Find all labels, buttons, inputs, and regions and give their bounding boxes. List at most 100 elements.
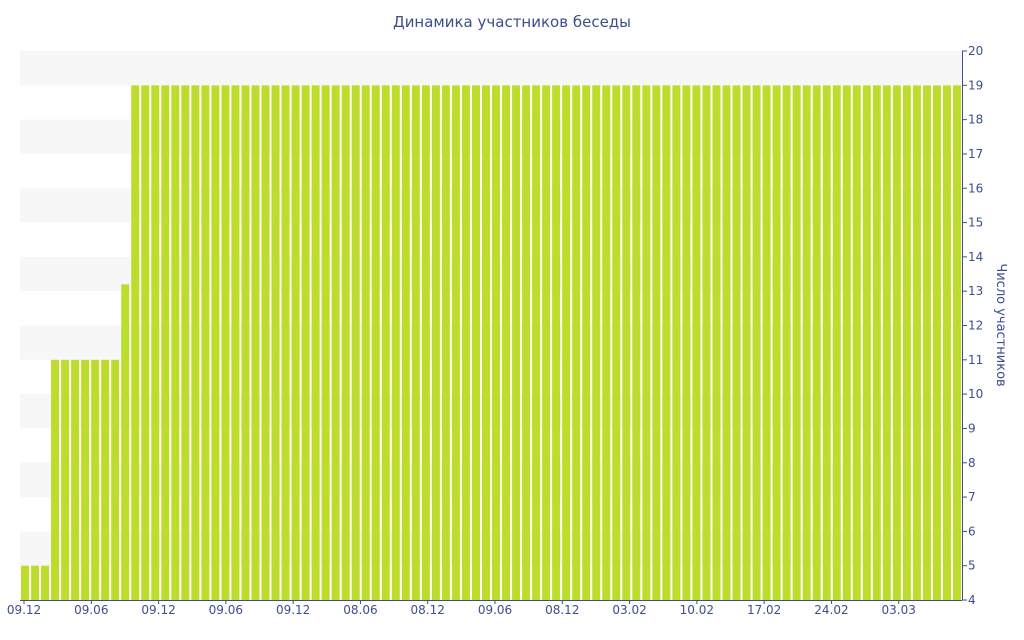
bar: [802, 85, 811, 600]
bar: [502, 85, 511, 600]
bar: [572, 85, 581, 600]
bar: [31, 565, 40, 600]
y-tick-label: 5: [968, 559, 976, 573]
bar: [852, 85, 861, 600]
y-tick-label: 20: [968, 44, 983, 58]
bar: [291, 85, 300, 600]
y-tick-label: 17: [968, 147, 983, 161]
bar: [652, 85, 661, 600]
bar: [301, 85, 310, 600]
x-tick-label: 17.02: [747, 603, 781, 617]
bar: [582, 85, 591, 600]
bar: [281, 85, 290, 600]
bar: [602, 85, 611, 600]
bar: [81, 359, 90, 600]
y-tick-label: 15: [968, 216, 983, 230]
x-tick-label: 09.06: [209, 603, 243, 617]
x-tick-label: 08.06: [343, 603, 377, 617]
bar: [71, 359, 80, 600]
bar: [612, 85, 621, 600]
bar: [101, 359, 110, 600]
bar: [461, 85, 470, 600]
bar: [61, 359, 70, 600]
bar: [471, 85, 480, 600]
bar: [522, 85, 531, 600]
grid-band: [20, 51, 962, 86]
y-tick-label: 18: [968, 113, 983, 127]
y-tick-label: 13: [968, 284, 983, 298]
bar: [311, 85, 320, 600]
bar: [772, 85, 781, 600]
bar: [211, 85, 220, 600]
x-tick-label: 09.12: [141, 603, 175, 617]
bar: [592, 85, 601, 600]
bar: [662, 85, 671, 600]
x-axis: 09.12 09.06 09.12 09.06 09.12 08.06 08.12 09.06…: [7, 600, 962, 617]
bar: [41, 565, 50, 600]
bar: [271, 85, 280, 600]
bar: [712, 85, 721, 600]
bar: [842, 85, 851, 600]
x-tick-label: 08.12: [545, 603, 579, 617]
bar: [832, 85, 841, 600]
y-tick-label: 19: [968, 78, 983, 92]
bar: [882, 85, 891, 600]
bar: [231, 85, 240, 600]
y-tick-label: 12: [968, 319, 983, 333]
x-tick-label: 09.06: [478, 603, 512, 617]
bar: [892, 85, 901, 600]
bar: [872, 85, 881, 600]
bar: [792, 85, 801, 600]
bar: [51, 359, 60, 600]
bar: [391, 85, 400, 600]
bar: [672, 85, 681, 600]
bar: [722, 85, 731, 600]
bar: [141, 85, 150, 600]
bar: [111, 359, 120, 600]
bar: [381, 85, 390, 600]
bar: [401, 85, 410, 600]
bar: [201, 85, 210, 600]
bar: [421, 85, 430, 600]
bar: [642, 85, 651, 600]
bar: [752, 85, 761, 600]
y-tick-label: 10: [968, 387, 983, 401]
bar: [952, 85, 961, 600]
y-tick-label: 8: [968, 456, 976, 470]
bar: [942, 85, 951, 600]
bars: [21, 85, 961, 600]
bar: [732, 85, 741, 600]
bar: [251, 85, 260, 600]
bar: [431, 85, 440, 600]
x-tick-label: 08.12: [411, 603, 445, 617]
bar: [351, 85, 360, 600]
bar: [181, 85, 190, 600]
bar: [912, 85, 921, 600]
bar: [21, 565, 30, 600]
x-tick-label: 09.12: [276, 603, 310, 617]
bar: [932, 85, 941, 600]
bar: [682, 85, 691, 600]
bar: [922, 85, 931, 600]
bar: [261, 85, 270, 600]
y-tick-label: 14: [968, 250, 983, 264]
y-tick-label: 16: [968, 181, 983, 195]
bar: [782, 85, 791, 600]
bar: [692, 85, 701, 600]
y-tick-label: 9: [968, 421, 976, 435]
x-tick-label: 03.02: [612, 603, 646, 617]
x-tick-label: 09.06: [74, 603, 108, 617]
bar: [481, 85, 490, 600]
y-axis-title: Число участников: [993, 263, 1008, 386]
bar: [321, 85, 330, 600]
y-tick-label: 4: [968, 593, 976, 607]
bar: [562, 85, 571, 600]
bar: [411, 85, 420, 600]
bar: [161, 85, 170, 600]
chart-title: Динамика участников беседы: [392, 13, 632, 31]
bar: [331, 85, 340, 600]
bar: [151, 85, 160, 600]
bar: [241, 85, 250, 600]
bar: [341, 85, 350, 600]
bar: [862, 85, 871, 600]
